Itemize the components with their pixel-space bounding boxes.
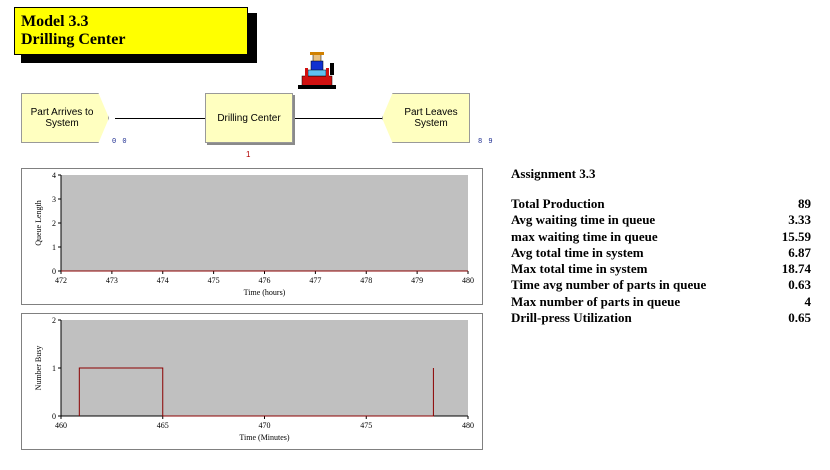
stat-label: Avg total time in system [511, 244, 644, 260]
x-tick-label: 480 [462, 421, 474, 430]
drill-press-worker-icon[interactable] [296, 50, 338, 90]
stat-label: Time avg number of parts in queue [511, 277, 707, 293]
x-tick-label: 475 [360, 421, 372, 430]
x-tick-label: 470 [259, 421, 271, 430]
x-tick-label: 476 [259, 276, 271, 285]
stat-row: Drill-press Utilization 0.65 [511, 310, 811, 326]
y-tick-label: 4 [52, 171, 56, 180]
plot-area [61, 175, 468, 271]
stat-value: 6.87 [788, 244, 811, 260]
x-tick-label: 475 [208, 276, 220, 285]
y-tick-label: 2 [52, 219, 56, 228]
x-tick-label: 480 [462, 276, 474, 285]
stat-row: Time avg number of parts in queue 0.63 [511, 277, 811, 293]
number-busy-plot-svg: 460 465 470 475 480 0 1 2 Time (Minutes) Number B… [34, 316, 474, 442]
module-drilling-center[interactable]: Drilling Center [205, 93, 293, 143]
x-tick-label: 460 [55, 421, 67, 430]
module-part-leaves-label: Part Leaves System [404, 107, 458, 129]
module-part-arrives-counter: 0 0 [112, 138, 128, 146]
stat-label: Drill-press Utilization [511, 310, 632, 326]
y-tick-label: 0 [52, 412, 56, 421]
series-trace [78, 367, 434, 417]
stat-row: Max number of parts in queue 4 [511, 294, 811, 310]
stat-label: Avg waiting time in queue [511, 212, 656, 228]
stat-label: Max number of parts in queue [511, 293, 681, 309]
queue-length-plot[interactable]: 472 473 474 475 476 477 478 479 480 0 1 2 3 4 Time (ho… [21, 168, 483, 305]
y-tick-label: 0 [52, 267, 56, 276]
stat-label: max waiting time in queue [511, 228, 658, 244]
stat-value: 18.74 [781, 261, 811, 277]
connector-drill-to-leave[interactable] [293, 118, 383, 119]
module-part-leaves[interactable]: Part Leaves System [382, 93, 470, 143]
stat-label: Max total time in system [511, 261, 648, 277]
y-tick-label: 1 [52, 243, 56, 252]
model-title-box[interactable]: Model 3.3 Drilling Center [14, 7, 248, 55]
module-part-arrives-label: Part Arrives to System [30, 107, 94, 129]
stat-value: 89 [798, 196, 811, 211]
x-axis-title: Time (hours) [244, 288, 286, 297]
x-tick-label: 473 [106, 276, 118, 285]
connector-arrive-to-drill[interactable] [115, 118, 207, 119]
number-busy-plot[interactable]: 460 465 470 475 480 0 1 2 Time (Minutes) Number B… [21, 313, 483, 450]
stat-value: 0.63 [788, 277, 811, 293]
y-tick-label: 1 [52, 364, 56, 373]
stat-row: Max total time in system 18.74 [511, 261, 811, 277]
model-subtitle: Drilling Center [21, 31, 126, 48]
x-axis-title: Time (Minutes) [239, 433, 289, 442]
y-tick-label: 3 [52, 195, 56, 204]
x-tick-label: 477 [309, 276, 321, 285]
stat-value: 15.59 [781, 228, 811, 244]
module-part-arrives[interactable]: Part Arrives to System [21, 93, 109, 143]
x-tick-label: 479 [411, 276, 423, 285]
module-part-leaves-counter: 8 9 [478, 138, 494, 146]
x-tick-label: 465 [157, 421, 169, 430]
stat-value: 0.65 [788, 310, 811, 326]
module-drilling-center-label: Drilling Center [217, 112, 281, 124]
assignment-stats: Assignment 3.3 Total Production 89 Avg wai… [511, 166, 811, 326]
stat-row: max waiting time in queue 15.59 [511, 229, 811, 245]
stat-row: Avg total time in system 6.87 [511, 245, 811, 261]
stat-row: Avg waiting time in queue 3.33 [511, 212, 811, 228]
stat-value: 3.33 [788, 212, 811, 228]
stat-value: 4 [804, 293, 812, 309]
queue-length-plot-svg: 472 473 474 475 476 477 478 479 480 0 1 2 3 4 Time (ho… [34, 171, 474, 297]
stat-row: Total Production 89 [511, 196, 811, 212]
y-tick-label: 2 [52, 316, 56, 325]
x-tick-label: 474 [157, 276, 169, 285]
stat-label: Total Production [511, 196, 605, 211]
stats-heading: Assignment 3.3 [511, 166, 596, 181]
x-tick-label: 478 [360, 276, 372, 285]
y-axis-title: Queue Length [34, 200, 43, 246]
stats-rows: Total Production 89 Avg waiting time in qu… [511, 196, 811, 326]
module-drilling-center-counter: 1 [246, 150, 251, 159]
y-axis-title: Number Busy [34, 346, 43, 391]
x-tick-label: 472 [55, 276, 67, 285]
model-title: Model 3.3 [21, 13, 89, 30]
